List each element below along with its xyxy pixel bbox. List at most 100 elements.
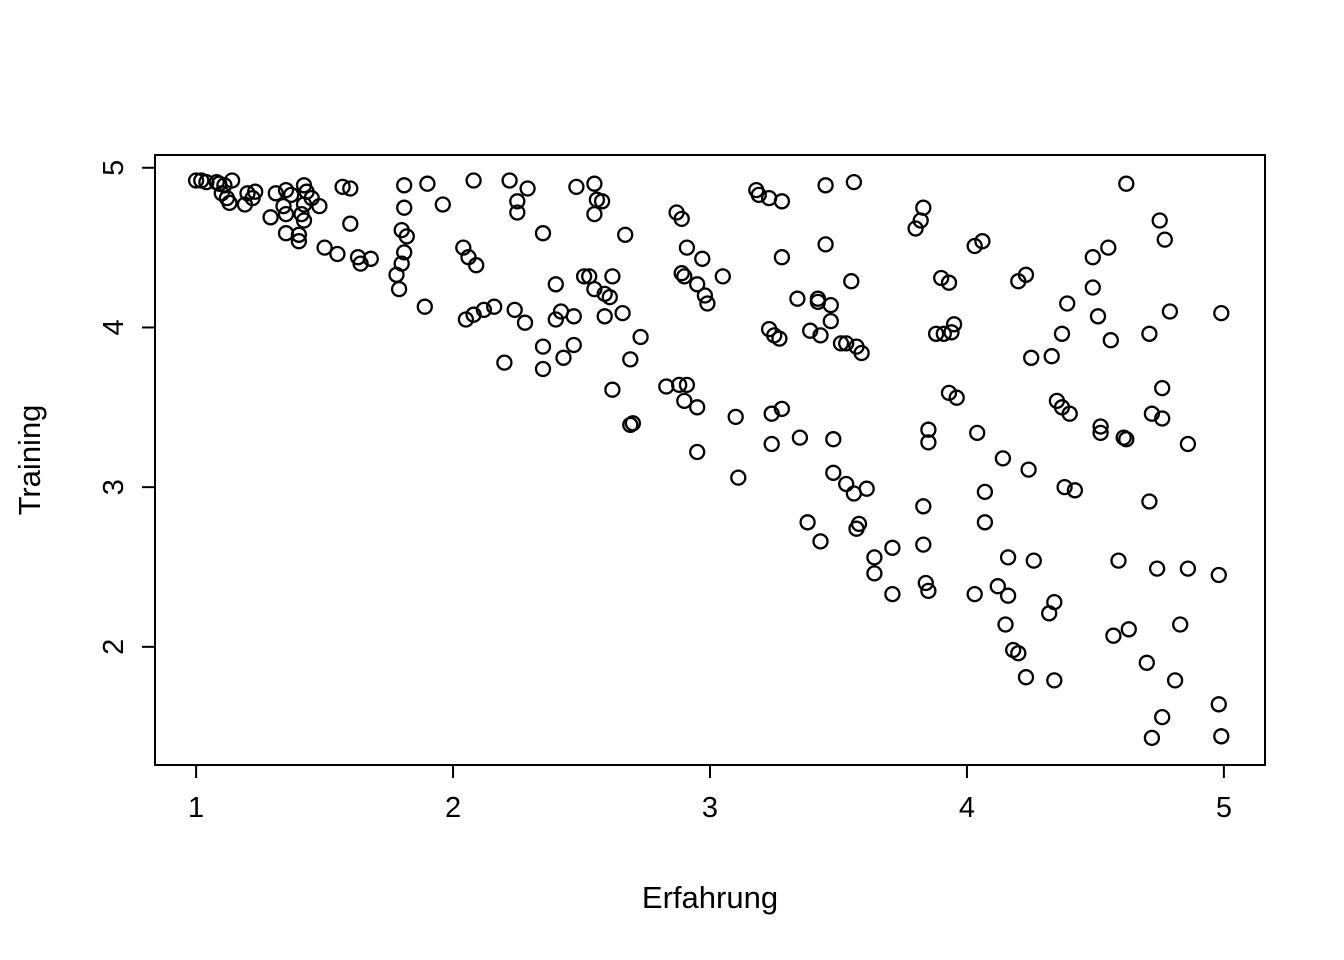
data-point bbox=[604, 381, 621, 398]
data-point bbox=[920, 434, 937, 451]
x-axis-title: Erfahrung bbox=[642, 880, 778, 915]
data-point bbox=[1084, 279, 1101, 296]
x-tick-label: 4 bbox=[959, 792, 975, 824]
data-point bbox=[974, 233, 991, 250]
data-point bbox=[1120, 621, 1137, 638]
data-point bbox=[999, 549, 1017, 566]
data-point bbox=[1023, 349, 1040, 366]
data-point bbox=[945, 316, 963, 333]
data-point bbox=[534, 225, 552, 242]
data-point bbox=[1161, 303, 1179, 320]
data-point bbox=[419, 175, 436, 192]
data-point bbox=[943, 324, 960, 341]
data-point bbox=[1154, 410, 1171, 427]
data-point bbox=[275, 197, 292, 215]
data-point bbox=[915, 199, 932, 216]
x-axis: 1 2 3 4 5 bbox=[188, 765, 1232, 824]
data-point bbox=[1010, 645, 1027, 662]
data-point bbox=[812, 327, 829, 344]
data-point bbox=[994, 450, 1012, 467]
data-point bbox=[534, 338, 552, 355]
data-point bbox=[671, 376, 688, 394]
data-point bbox=[586, 175, 603, 192]
data-point bbox=[1056, 478, 1073, 496]
data-point bbox=[976, 483, 994, 501]
data-point bbox=[999, 587, 1017, 604]
data-point bbox=[1141, 325, 1158, 342]
data-point bbox=[465, 172, 482, 189]
data-point bbox=[1143, 405, 1161, 422]
data-point bbox=[1172, 616, 1189, 633]
data-point bbox=[676, 268, 693, 285]
data-point bbox=[316, 239, 333, 256]
data-point bbox=[802, 322, 819, 339]
data-point bbox=[455, 239, 472, 256]
data-point bbox=[1141, 493, 1158, 510]
data-point bbox=[1210, 566, 1227, 584]
data-point bbox=[586, 280, 603, 298]
data-point bbox=[915, 498, 932, 515]
data-point bbox=[555, 349, 572, 366]
data-point bbox=[915, 536, 932, 553]
data-point bbox=[534, 360, 552, 378]
data-point bbox=[1138, 654, 1155, 671]
data-point bbox=[465, 306, 482, 323]
data-point bbox=[799, 514, 816, 531]
data-point bbox=[329, 245, 346, 263]
data-point bbox=[935, 325, 952, 342]
data-point bbox=[1148, 560, 1166, 577]
data-point bbox=[858, 480, 875, 497]
data-point bbox=[763, 435, 780, 453]
data-point bbox=[1059, 295, 1076, 312]
data-point bbox=[568, 178, 585, 196]
data-point bbox=[817, 236, 834, 253]
data-point bbox=[673, 265, 690, 282]
data-point bbox=[509, 193, 526, 210]
data-point bbox=[843, 273, 860, 290]
data-point bbox=[678, 376, 696, 394]
data-point bbox=[676, 392, 693, 410]
data-point bbox=[565, 308, 582, 325]
y-axis: 2 3 4 5 bbox=[98, 160, 155, 655]
data-point bbox=[689, 276, 706, 293]
data-point bbox=[624, 415, 642, 432]
data-points bbox=[187, 172, 1230, 747]
data-point bbox=[352, 255, 369, 272]
data-point bbox=[727, 408, 744, 426]
data-point bbox=[845, 173, 863, 191]
data-point bbox=[601, 288, 618, 306]
data-point bbox=[509, 204, 526, 221]
data-point bbox=[989, 578, 1006, 595]
data-point bbox=[838, 335, 855, 352]
data-point bbox=[853, 344, 870, 362]
data-point bbox=[812, 533, 829, 550]
data-point bbox=[547, 311, 564, 328]
data-point bbox=[1118, 175, 1135, 192]
x-tick-label: 3 bbox=[702, 792, 718, 824]
data-point bbox=[1213, 304, 1230, 322]
data-point bbox=[976, 514, 994, 531]
data-point bbox=[771, 330, 788, 347]
y-tick-label: 3 bbox=[98, 479, 130, 495]
data-point bbox=[850, 515, 868, 533]
y-tick-label: 5 bbox=[98, 160, 130, 176]
data-point bbox=[1046, 593, 1063, 611]
data-point bbox=[290, 226, 308, 243]
data-point bbox=[699, 295, 716, 312]
data-point bbox=[416, 298, 433, 315]
data-point bbox=[565, 336, 582, 354]
data-point bbox=[614, 304, 631, 322]
data-point bbox=[516, 314, 534, 331]
x-tick-label: 5 bbox=[1216, 792, 1232, 824]
data-point bbox=[658, 378, 675, 395]
data-point bbox=[866, 565, 883, 582]
data-point bbox=[773, 249, 791, 266]
data-point bbox=[1092, 418, 1109, 435]
data-point bbox=[920, 582, 937, 600]
data-point bbox=[1043, 348, 1060, 365]
data-point bbox=[1179, 435, 1197, 453]
data-point bbox=[290, 233, 308, 250]
data-point bbox=[283, 186, 300, 204]
